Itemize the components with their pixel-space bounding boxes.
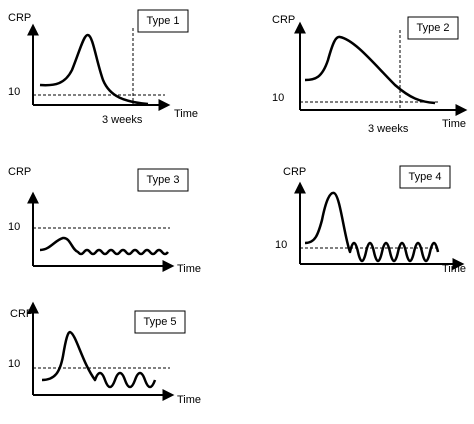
x-label: Time — [177, 263, 201, 275]
y-label: CRP — [10, 308, 33, 320]
y-label: CRP — [8, 12, 31, 24]
x-label: Time — [442, 118, 466, 130]
x-label: Time — [442, 263, 466, 275]
title-box — [137, 168, 189, 192]
panel: CRP 10 Time Type 4 — [275, 165, 466, 275]
annotation: 3 weeks — [102, 114, 143, 126]
x-label: Time — [177, 394, 201, 406]
tick-label: 10 — [275, 239, 287, 251]
annotation: 3 weeks — [368, 123, 409, 135]
title-box — [407, 16, 459, 40]
panel-title: Type 1 — [146, 15, 179, 27]
y-label: CRP — [8, 166, 31, 178]
panel: CRP 10 3 weeks Time Type 2 — [272, 14, 468, 135]
crp-curve — [39, 236, 169, 256]
panel: CRP 10 Time Type 5 — [8, 301, 201, 406]
y-label: CRP — [283, 166, 306, 178]
title-box — [134, 310, 186, 334]
tick-label: 10 — [8, 221, 20, 233]
panel-title: Type 4 — [408, 171, 441, 183]
y-label: CRP — [272, 14, 295, 26]
panel-title: Type 2 — [416, 22, 449, 34]
x-label: Time — [174, 108, 198, 120]
crp-curve — [41, 330, 157, 389]
tick-label: 10 — [272, 92, 284, 104]
panel-title: Type 5 — [143, 316, 176, 328]
tick-label: 10 — [8, 86, 20, 98]
crp-curve — [304, 35, 436, 105]
title-box — [137, 9, 189, 33]
crp-curve — [39, 33, 149, 106]
panel: CRP 10 3 weeks Time Type 1 — [8, 9, 198, 126]
panel-title: Type 3 — [146, 174, 179, 186]
tick-label: 10 — [8, 358, 20, 370]
title-box — [399, 165, 451, 189]
crp-curve — [304, 191, 440, 263]
panel: CRP 10 Time Type 3 — [8, 166, 201, 275]
